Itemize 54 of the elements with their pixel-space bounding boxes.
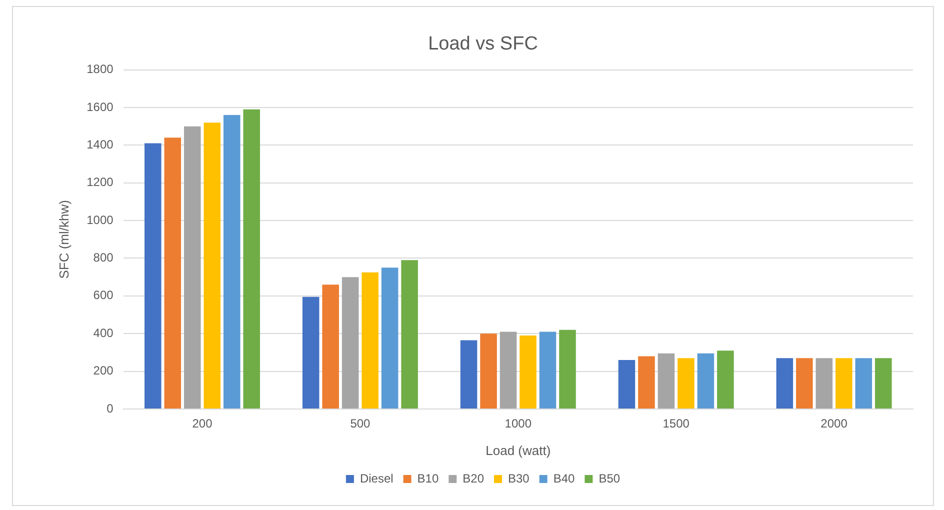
bar (184, 126, 201, 408)
legend-label: B50 (598, 471, 620, 486)
y-tick-label: 400 (93, 326, 114, 340)
y-tick-label: 1000 (86, 212, 114, 227)
bar (717, 350, 734, 408)
bar (342, 277, 359, 408)
legend-label: B10 (417, 471, 439, 486)
bar (874, 358, 892, 408)
bar (460, 340, 478, 408)
bar (816, 358, 833, 408)
y-tick-label: 1400 (86, 137, 114, 152)
bar (243, 109, 260, 408)
legend-label: B30 (508, 471, 530, 486)
bar (381, 268, 398, 408)
y-tick-label: 1800 (86, 62, 114, 76)
bar (144, 143, 162, 408)
bar (223, 115, 240, 408)
y-tick-label: 1200 (86, 175, 114, 190)
bar (836, 358, 852, 408)
bar (697, 353, 714, 408)
bar (302, 296, 320, 408)
legend-label: B40 (553, 471, 576, 486)
bar (164, 138, 182, 408)
bar (362, 272, 378, 408)
y-tick-label: 1600 (86, 100, 114, 114)
bar (559, 330, 576, 408)
x-tick-label: 500 (350, 416, 371, 431)
x-tick-label: 1000 (504, 416, 532, 431)
bar (539, 332, 556, 408)
legend-label: B20 (462, 471, 484, 486)
x-axis-title: Load (watt) (486, 442, 551, 458)
bar (480, 334, 497, 408)
x-tick-label: 2000 (820, 416, 848, 431)
y-axis-title: SFC (ml/khw) (56, 200, 72, 279)
x-tick-label: 1500 (662, 416, 690, 431)
bar (322, 284, 339, 408)
legend-label: Diesel (360, 471, 394, 486)
bar (638, 356, 655, 408)
y-tick-label: 600 (93, 288, 114, 302)
bar (500, 332, 517, 408)
bar (678, 358, 694, 408)
bar (204, 122, 221, 408)
bar (618, 360, 636, 408)
bar (520, 336, 536, 408)
bar (401, 260, 418, 408)
bar (658, 353, 675, 408)
y-tick-label: 800 (93, 250, 114, 265)
y-tick-label: 0 (106, 401, 114, 416)
bar (796, 358, 813, 408)
y-tick-label: 200 (93, 364, 114, 378)
bar (776, 358, 794, 408)
bar (855, 358, 872, 408)
chart-title: Load vs SFC (428, 34, 538, 55)
x-tick-label: 200 (192, 416, 213, 431)
